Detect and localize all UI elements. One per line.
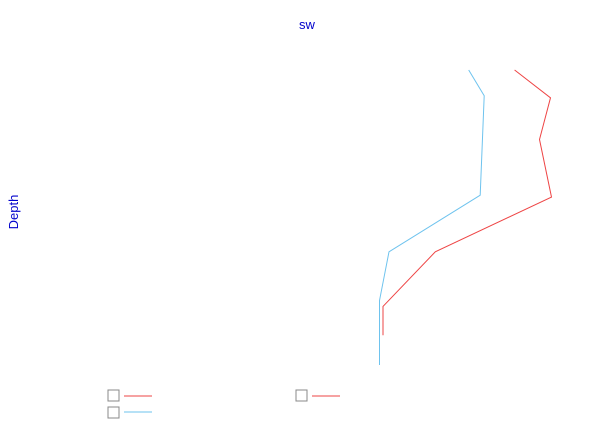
legend-checkbox[interactable] (295, 389, 308, 402)
y-axis-label: Depth (6, 195, 21, 230)
legend-item-2[interactable] (295, 389, 340, 402)
legend-item-1[interactable] (107, 406, 152, 419)
legend-checkbox[interactable] (107, 406, 120, 419)
series-line-0 (382, 69, 553, 336)
legend (107, 389, 340, 419)
chart-title: sw (299, 17, 316, 32)
legend-checkbox[interactable] (107, 389, 120, 402)
series-line-1 (379, 69, 485, 365)
legend-item-0[interactable] (107, 389, 152, 402)
plot-area (379, 69, 553, 365)
